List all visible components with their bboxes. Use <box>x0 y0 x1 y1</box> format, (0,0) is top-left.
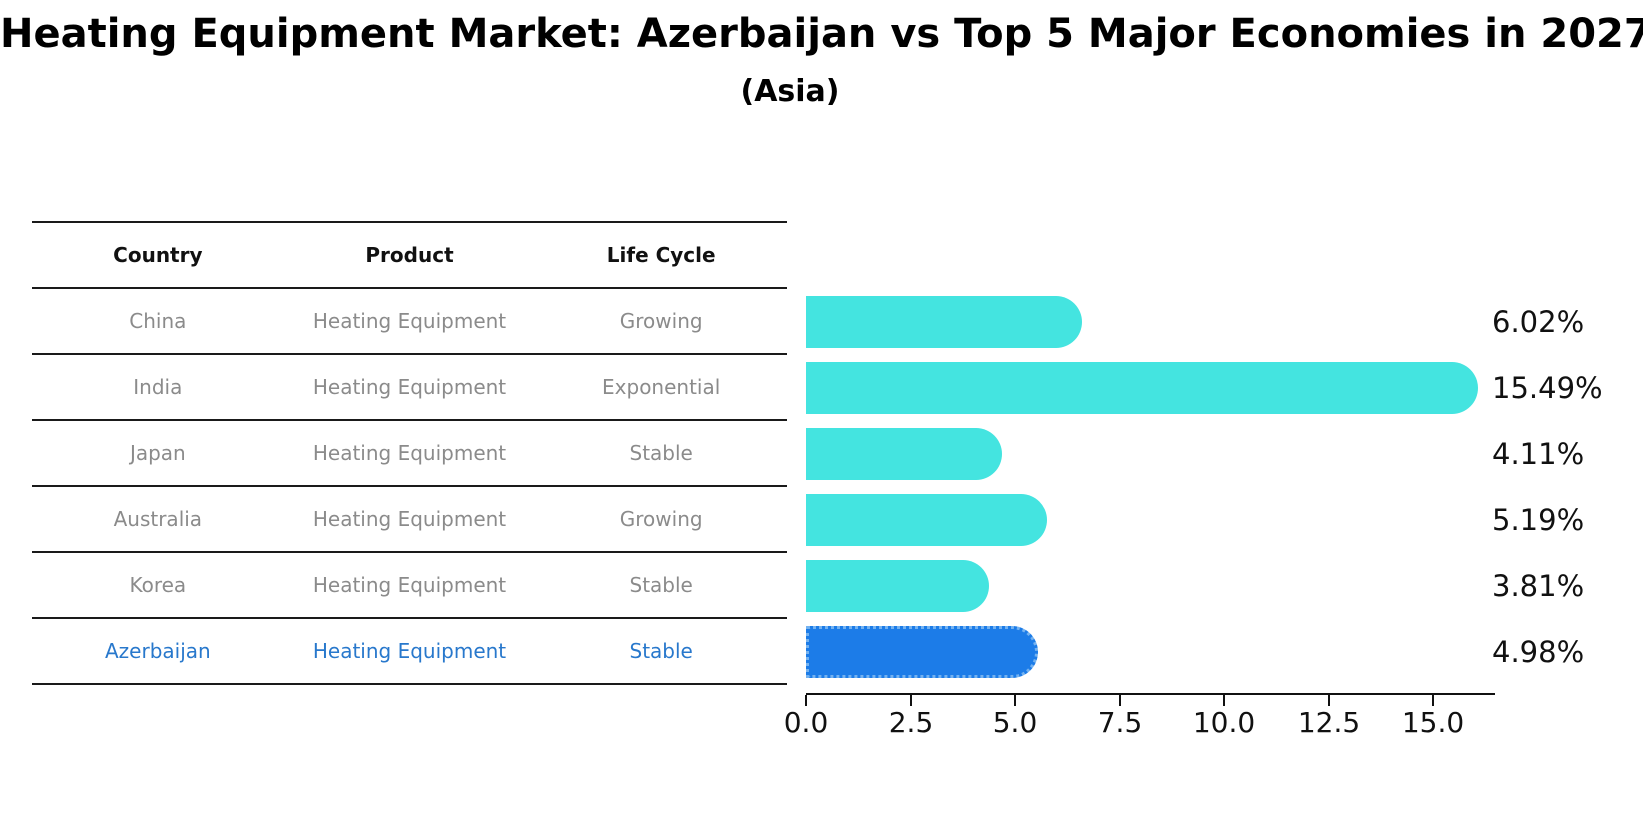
x-axis-tick-label: 2.5 <box>888 706 934 739</box>
country-table: Country Product Life Cycle China Heating… <box>32 221 787 685</box>
cell-product: Heating Equipment <box>312 573 507 597</box>
x-axis-tick <box>1223 695 1225 706</box>
column-header-life-cycle: Life Cycle <box>606 243 716 267</box>
cell-country: Azerbaijan <box>104 639 211 663</box>
bar-australia <box>806 494 1047 546</box>
column-header-country: Country <box>113 243 203 267</box>
x-axis-tick-label: 15.0 <box>1401 706 1465 739</box>
table-row-china: China Heating Equipment Growing <box>32 289 787 355</box>
table-row-japan: Japan Heating Equipment Stable <box>32 421 787 487</box>
table-row-azerbaijan: Azerbaijan Heating Equipment Stable <box>32 619 787 685</box>
cell-country: Korea <box>129 573 187 597</box>
cell-product: Heating Equipment <box>312 375 507 399</box>
x-axis-tick-label: 7.5 <box>1097 706 1143 739</box>
cell-product: Heating Equipment <box>312 309 507 333</box>
bar-china <box>806 296 1082 348</box>
chart-subtitle: (Asia) <box>740 74 840 109</box>
value-label-azerbaijan: 4.98% <box>1492 635 1585 669</box>
x-axis-tick <box>1014 695 1016 706</box>
table-row-australia: Australia Heating Equipment Growing <box>32 487 787 553</box>
bar-japan <box>806 428 1002 480</box>
x-axis-tick-label: 0.0 <box>783 706 829 739</box>
x-axis-tick <box>1328 695 1330 706</box>
value-label-australia: 5.19% <box>1492 503 1585 537</box>
table-row-korea: Korea Heating Equipment Stable <box>32 553 787 619</box>
x-axis-tick <box>910 695 912 706</box>
cell-life-cycle: Stable <box>629 639 693 663</box>
x-axis-line <box>806 693 1495 695</box>
bar-korea <box>806 560 989 612</box>
cell-country: China <box>129 309 187 333</box>
x-axis-tick-label: 5.0 <box>992 706 1038 739</box>
cell-life-cycle: Exponential <box>602 375 721 399</box>
cell-country: India <box>133 375 183 399</box>
value-label-japan: 4.11% <box>1492 437 1585 471</box>
x-axis-tick <box>1119 695 1121 706</box>
table-header-row: Country Product Life Cycle <box>32 223 787 289</box>
cell-life-cycle: Growing <box>619 309 703 333</box>
cell-life-cycle: Stable <box>629 441 693 465</box>
bar-india <box>806 362 1478 414</box>
value-label-korea: 3.81% <box>1492 569 1585 603</box>
x-axis-tick <box>1432 695 1434 706</box>
x-axis-tick <box>805 695 807 706</box>
x-axis-tick-label: 10.0 <box>1192 706 1256 739</box>
value-label-india: 15.49% <box>1492 371 1603 405</box>
x-axis-tick-label: 12.5 <box>1297 706 1361 739</box>
column-header-product: Product <box>365 243 454 267</box>
chart-title: Heating Equipment Market: Azerbaijan vs … <box>0 11 1643 57</box>
cell-product: Heating Equipment <box>312 441 507 465</box>
cell-product: Heating Equipment <box>312 507 507 531</box>
cell-life-cycle: Growing <box>619 507 703 531</box>
table-row-india: India Heating Equipment Exponential <box>32 355 787 421</box>
cell-country: Japan <box>129 441 186 465</box>
cell-life-cycle: Stable <box>629 573 693 597</box>
cell-product: Heating Equipment <box>312 639 507 663</box>
bar-azerbaijan <box>806 626 1038 678</box>
value-label-china: 6.02% <box>1492 305 1585 339</box>
cell-country: Australia <box>113 507 203 531</box>
